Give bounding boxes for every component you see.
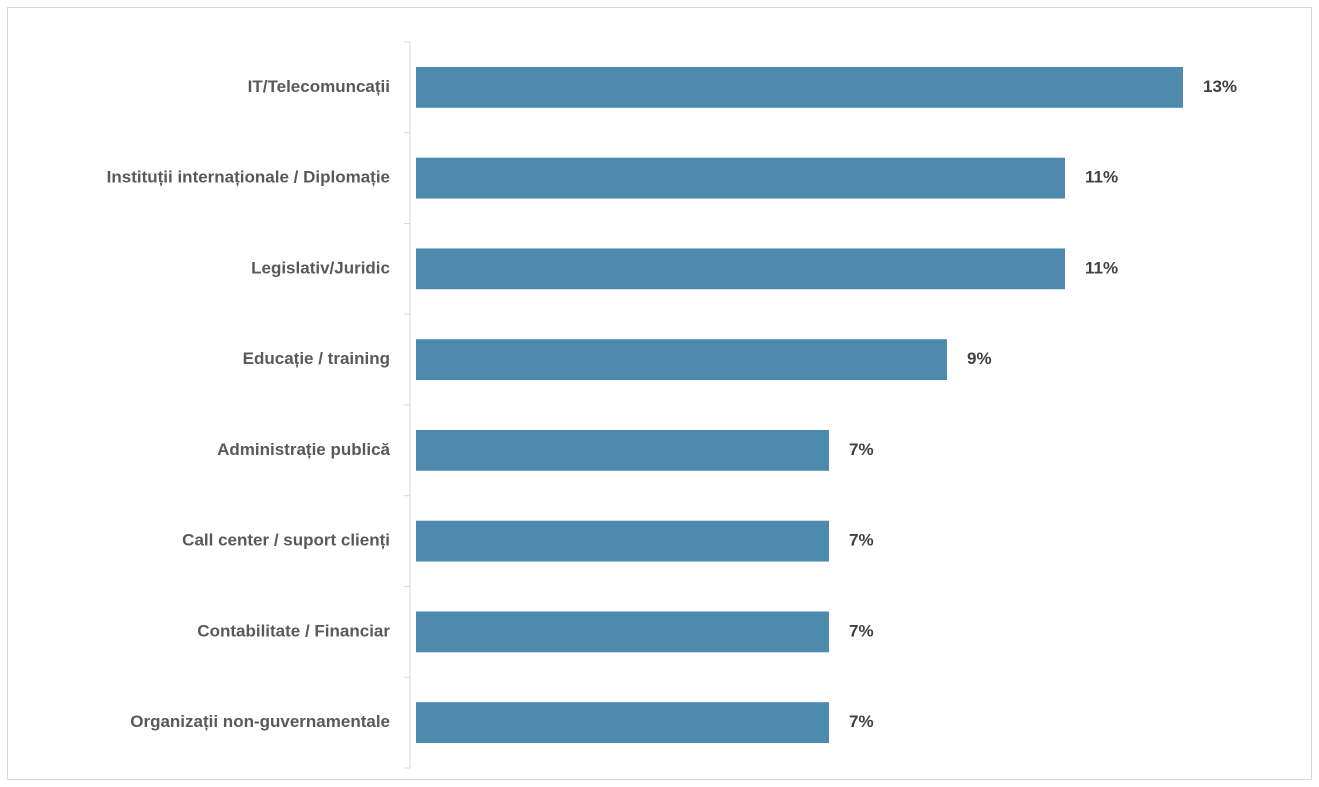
bar <box>416 520 829 562</box>
category-label: Contabilitate / Financiar <box>197 621 390 640</box>
category-label: Educație / training <box>243 349 390 368</box>
category-label: Organizații non-guvernamentale <box>130 712 390 731</box>
bar <box>416 248 1065 290</box>
data-label: 9% <box>967 349 992 368</box>
bar <box>416 66 1183 108</box>
data-label: 11% <box>1085 168 1118 187</box>
bar <box>416 429 829 471</box>
category-label: Call center / suport clienți <box>182 531 390 550</box>
data-label: 7% <box>849 440 874 459</box>
bar <box>416 611 829 653</box>
bar-chart: IT/Telecomuncații 13% Instituții internați… <box>107 41 1237 769</box>
category-label: Legislativ/Juridic <box>251 258 390 277</box>
category-label: IT/Telecomuncații <box>248 77 390 96</box>
chart-frame: IT/Telecomuncații 13% Instituții internați… <box>7 7 1312 780</box>
data-label: 13% <box>1203 77 1237 96</box>
data-label: 7% <box>849 621 874 640</box>
bar <box>416 157 1065 199</box>
category-label: Administrație publică <box>217 440 390 459</box>
data-label: 7% <box>849 712 874 731</box>
data-label: 11% <box>1085 258 1118 277</box>
data-label: 7% <box>849 531 874 550</box>
bar <box>416 339 947 381</box>
bar <box>416 702 829 744</box>
category-label: Instituții internaționale / Diplomație <box>107 168 390 187</box>
